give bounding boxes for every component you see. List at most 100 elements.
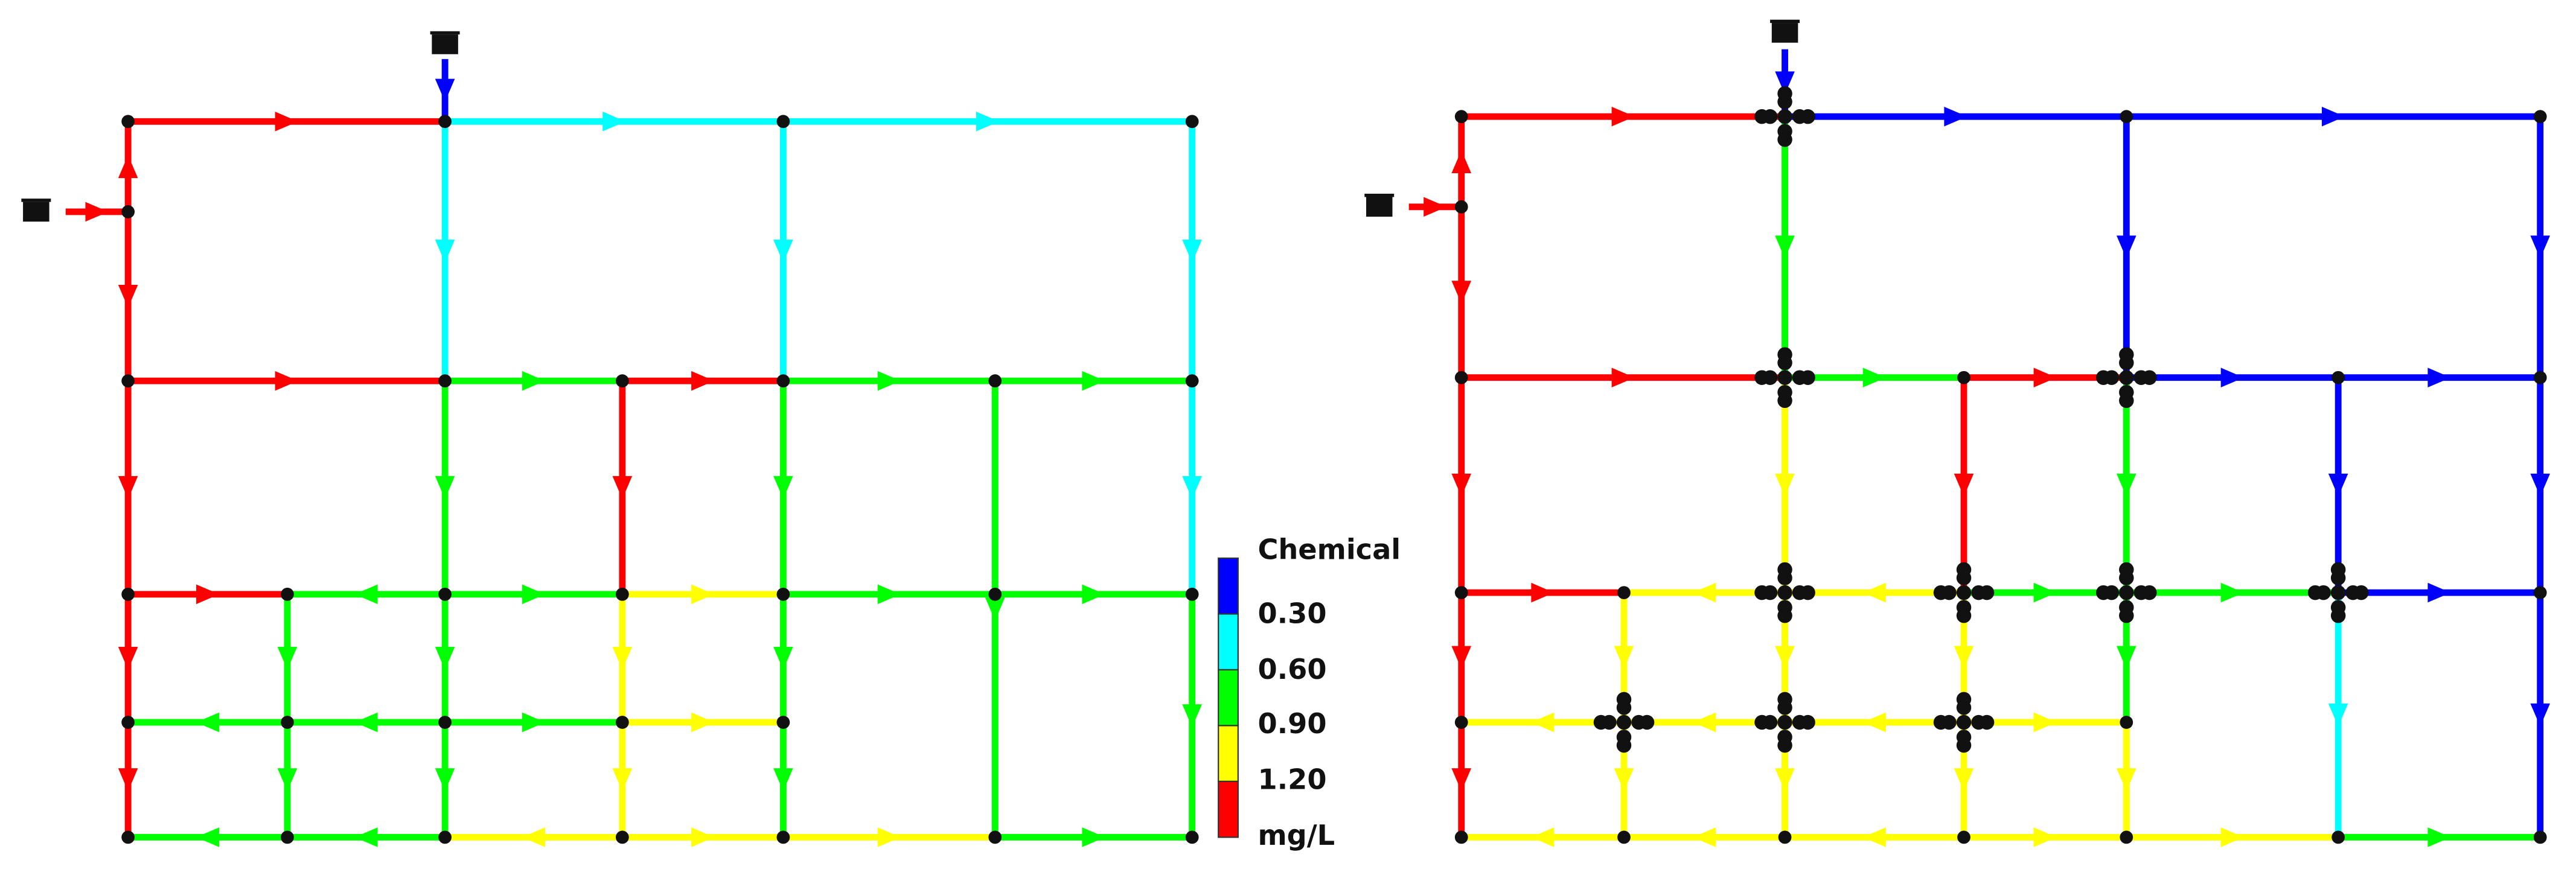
sensor-node: [1754, 370, 1769, 385]
junction: [1957, 371, 1970, 384]
flow-arrow: [976, 111, 1000, 132]
flow-arrow: [1451, 646, 1472, 669]
flow-arrow: [1862, 712, 1886, 733]
junction: [988, 587, 1002, 601]
flow-arrow: [1611, 106, 1635, 127]
junction: [1454, 371, 1468, 384]
flow-arrow: [1614, 768, 1634, 792]
sensor-node: [2095, 585, 2111, 600]
legend-label: 0.60: [1258, 653, 1326, 686]
junction: [2120, 110, 2133, 124]
flow-arrow: [1182, 476, 1202, 500]
sensor-node: [1956, 585, 1972, 600]
sensor-node: [1593, 714, 1609, 730]
sensor-node: [2353, 585, 2369, 600]
sensor-node: [1933, 714, 1949, 730]
sensor-node: [2307, 585, 2323, 600]
flow-arrow: [2033, 712, 2057, 733]
flow-arrow: [691, 584, 715, 605]
legend-swatch: [1218, 557, 1239, 615]
flow-arrow: [773, 476, 793, 500]
flow-arrow: [2033, 582, 2057, 603]
flow-arrow: [2530, 473, 2551, 497]
sensor-node: [1616, 692, 1632, 707]
sensor-node: [2330, 608, 2346, 623]
sensor-node: [2142, 370, 2157, 385]
flow-arrow: [1182, 704, 1202, 728]
flow-arrow: [2427, 827, 2451, 847]
legend: Chemical 0.30 0.60 0.90 1.20 mg/L: [1218, 533, 1401, 851]
sensor-node: [1800, 585, 1815, 600]
sensor-node: [1754, 585, 1769, 600]
flow-arrow: [435, 768, 455, 792]
flow-arrow: [602, 111, 626, 132]
junction: [121, 716, 135, 729]
sensor-node: [1777, 109, 1792, 124]
flow-arrow: [85, 202, 109, 222]
flow-arrow: [1082, 827, 1105, 847]
sensor-node: [1956, 562, 1972, 578]
flow-arrow: [1451, 473, 1472, 497]
junction: [1454, 110, 1468, 124]
junction: [281, 587, 294, 601]
flow-arrow: [275, 371, 298, 391]
legend-label: 0.30: [1258, 597, 1326, 630]
legend-label: 0.90: [1258, 707, 1326, 740]
flow-arrow: [1954, 473, 1974, 497]
flow-arrow: [1862, 368, 1886, 388]
flow-arrow: [2220, 582, 2244, 603]
flow-arrow: [1693, 712, 1716, 733]
junction: [1185, 374, 1199, 388]
flow-arrow: [277, 768, 298, 792]
sensor-node: [1754, 109, 1769, 124]
flow-arrow: [2116, 235, 2137, 259]
sensor-node: [1777, 585, 1792, 600]
flow-arrow: [1531, 827, 1555, 847]
flow-arrow: [2116, 768, 2137, 792]
junction: [2533, 371, 2547, 384]
sensor-node: [1800, 370, 1815, 385]
flow-arrow: [1424, 197, 1447, 217]
flow-arrow: [522, 712, 546, 733]
flow-arrow: [118, 476, 138, 500]
junction: [281, 830, 294, 844]
junction: [988, 830, 1002, 844]
flow-arrow: [877, 584, 901, 605]
flow-arrow: [1944, 106, 1967, 127]
sensor-node: [1800, 109, 1815, 124]
junction: [121, 374, 135, 388]
sensor-node: [2119, 370, 2134, 385]
sensor-node: [1979, 714, 1995, 730]
flow-arrow: [691, 827, 715, 847]
flow-arrow: [773, 646, 793, 670]
sensor-node: [1777, 370, 1792, 385]
flow-arrow: [2033, 827, 2057, 847]
flow-arrow: [196, 827, 220, 847]
flow-arrow: [1775, 71, 1795, 95]
flow-arrow: [1954, 768, 1974, 792]
reservoir: [23, 202, 50, 222]
flow-arrow: [118, 284, 138, 308]
junction: [1957, 830, 1970, 844]
junction: [1454, 200, 1468, 214]
flow-arrow: [2321, 106, 2345, 127]
flow-arrow: [118, 768, 138, 792]
flow-arrow: [877, 371, 901, 391]
flow-arrow: [1775, 646, 1795, 669]
junction: [615, 716, 629, 729]
flow-arrow: [1954, 646, 1974, 669]
flow-arrow: [1611, 368, 1635, 388]
sensor-node: [1777, 737, 1792, 753]
flow-arrow: [773, 240, 793, 263]
legend-swatch: [1218, 613, 1239, 671]
flow-arrow: [354, 712, 378, 733]
junction: [988, 374, 1002, 388]
junction: [615, 374, 629, 388]
flow-arrow: [2530, 703, 2551, 727]
sensor-node: [1777, 132, 1792, 147]
flow-arrow: [1531, 712, 1555, 733]
junction: [121, 830, 135, 844]
sensor-node: [1777, 347, 1792, 362]
junction: [121, 205, 135, 218]
